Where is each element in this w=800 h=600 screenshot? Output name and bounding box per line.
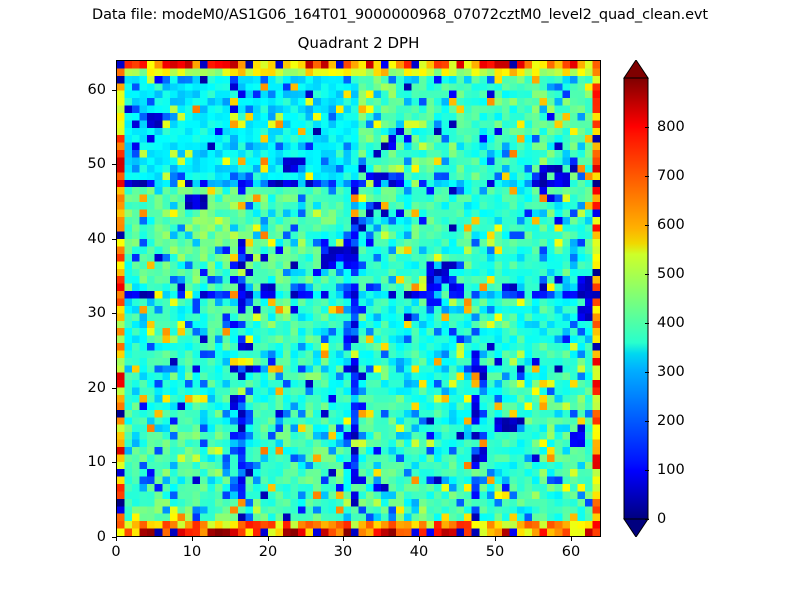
x-tick-mark: [419, 537, 420, 541]
y-tick-label: 60: [87, 82, 106, 98]
y-tick-label: 40: [87, 231, 106, 247]
colorbar-tick-mark: [645, 519, 649, 520]
colorbar-gradient: [623, 60, 649, 537]
x-tick-mark: [571, 537, 572, 541]
dph-heatmap-image[interactable]: [117, 61, 600, 536]
x-tick-mark: [192, 537, 193, 541]
colorbar-tick-label: 500: [657, 266, 685, 282]
y-tick-label: 0: [96, 529, 106, 545]
colorbar-tick-mark: [645, 323, 649, 324]
y-tick-label: 10: [87, 454, 106, 470]
colorbar[interactable]: 0 100 200 300 400 500 600 700 800: [623, 60, 685, 537]
y-tick-mark: [112, 313, 116, 314]
colorbar-tick-label: 800: [657, 119, 685, 135]
colorbar-tick-mark: [645, 372, 649, 373]
y-tick-mark: [112, 239, 116, 240]
colorbar-tick-label: 300: [657, 364, 685, 380]
y-tick-label: 30: [87, 305, 106, 321]
figure-suptitle: Data file: modeM0/AS1G06_164T01_90000009…: [92, 7, 708, 23]
axes-title: Quadrant 2 DPH: [297, 34, 420, 52]
x-tick-label: 20: [258, 544, 278, 560]
x-tick-label: 0: [111, 544, 121, 560]
colorbar-tick-mark: [645, 225, 649, 226]
y-tick-mark: [112, 164, 116, 165]
colorbar-tick-label: 400: [657, 315, 685, 331]
x-tick-mark: [116, 537, 117, 541]
heatmap-axes[interactable]: [116, 60, 601, 537]
x-tick-mark: [268, 537, 269, 541]
x-tick-label: 40: [409, 544, 429, 560]
colorbar-tick-mark: [645, 127, 649, 128]
x-tick-mark: [343, 537, 344, 541]
x-tick-label: 60: [561, 544, 581, 560]
colorbar-tick-label: 200: [657, 413, 685, 429]
y-tick-label: 50: [87, 156, 106, 172]
y-tick-mark: [112, 388, 116, 389]
colorbar-tick-mark: [645, 421, 649, 422]
y-tick-label: 20: [87, 380, 106, 396]
y-tick-mark: [112, 90, 116, 91]
colorbar-tick-mark: [645, 176, 649, 177]
x-tick-label: 50: [485, 544, 505, 560]
colorbar-tick-label: 700: [657, 168, 685, 184]
y-tick-mark: [112, 462, 116, 463]
y-tick-mark: [112, 537, 116, 538]
colorbar-tick-label: 600: [657, 217, 685, 233]
x-tick-mark: [495, 537, 496, 541]
x-tick-label: 10: [182, 544, 202, 560]
x-tick-label: 30: [333, 544, 353, 560]
colorbar-tick-label: 100: [657, 462, 685, 478]
colorbar-tick-mark: [645, 470, 649, 471]
colorbar-tick-mark: [645, 274, 649, 275]
colorbar-tick-label: 0: [657, 511, 667, 527]
